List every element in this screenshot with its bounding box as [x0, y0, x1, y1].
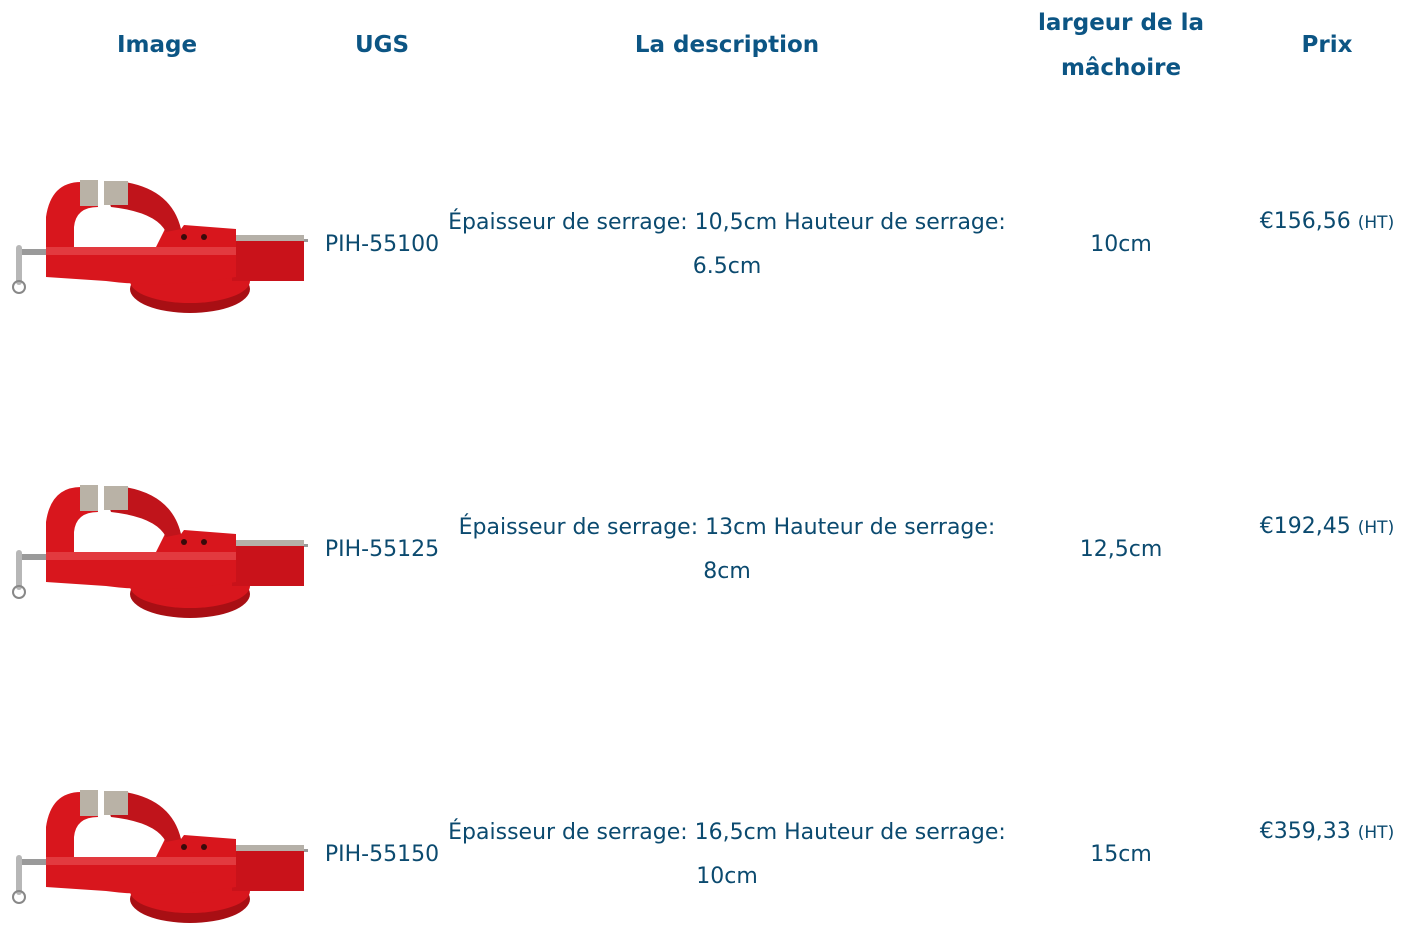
header-description: La description [477, 23, 977, 68]
header-sku: UGS [312, 23, 452, 68]
jaw-width: 12,5cm [1031, 528, 1211, 572]
page: Image UGS La description largeur de la m… [0, 0, 1428, 918]
price: €359,33 (HT) [1232, 810, 1422, 855]
jaw-width: 10cm [1031, 223, 1211, 267]
sku: PIH-55100 [308, 223, 456, 267]
price-value: €359,33 [1260, 819, 1351, 844]
sku: PIH-55150 [308, 833, 456, 877]
product-image [6, 482, 308, 622]
product-image [6, 177, 308, 317]
price: €156,56 (HT) [1232, 200, 1422, 245]
sku: PIH-55125 [308, 528, 456, 572]
description: Épaisseur de serrage: 13cm Hauteur de se… [447, 506, 1007, 594]
price-note: (HT) [1358, 518, 1394, 538]
price-value: €192,45 [1260, 514, 1351, 539]
description: Épaisseur de serrage: 10,5cm Hauteur de … [447, 201, 1007, 289]
product-image [6, 787, 308, 927]
description: Épaisseur de serrage: 16,5cm Hauteur de … [447, 811, 1007, 899]
header-price: Prix [1257, 23, 1397, 68]
price-value: €156,56 [1260, 209, 1351, 234]
header-width: largeur de la mâchoire [1011, 1, 1231, 91]
header-image: Image [57, 23, 257, 68]
price-note: (HT) [1358, 213, 1394, 233]
price-note: (HT) [1358, 823, 1394, 843]
jaw-width: 15cm [1031, 833, 1211, 877]
price: €192,45 (HT) [1232, 505, 1422, 550]
